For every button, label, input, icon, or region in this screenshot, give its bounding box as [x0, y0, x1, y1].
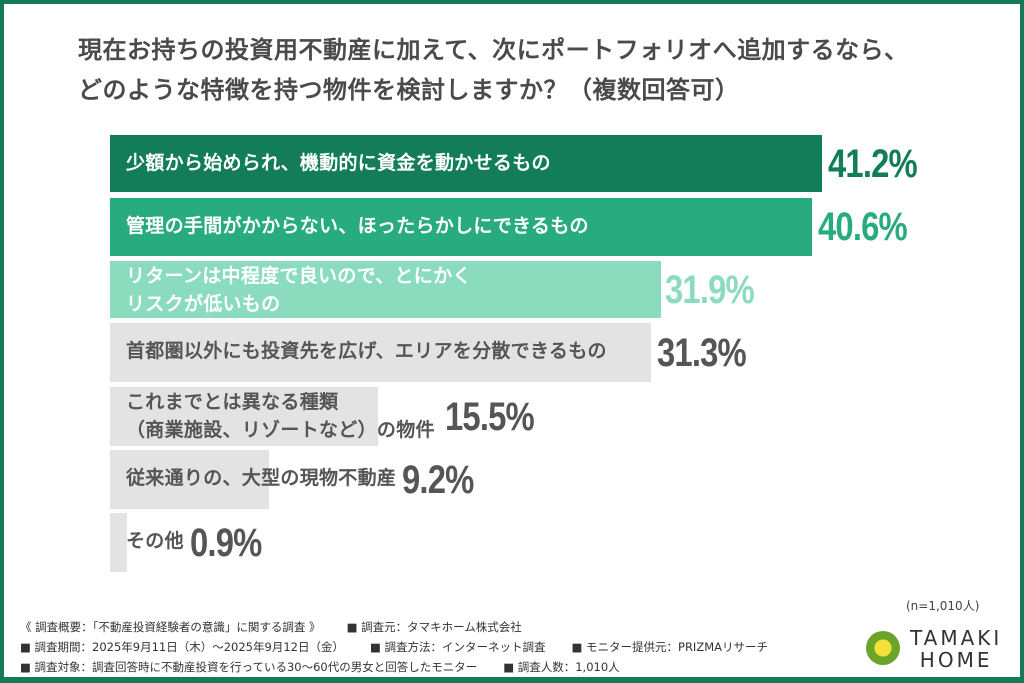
bar-value: 9.2%: [402, 457, 474, 502]
survey-source: ■ 調査元：タマキホーム株式会社: [346, 620, 522, 634]
bar-value: 0.9%: [190, 520, 262, 565]
logo-line-1: TAMAKI: [910, 626, 1003, 650]
logo-text: TAMAKI HOME: [910, 627, 1002, 671]
survey-target: ■ 調査対象：調査回答時に不動産投資を行っている30～60代の男女と回答したモニ…: [20, 660, 478, 674]
bar-label: 管理の手間がかからない、ほったらかしにできるもの: [126, 215, 589, 237]
bar-5: [110, 387, 378, 446]
monitor-provider: ■ モニター提供元：PRIZMAリサーチ: [571, 640, 768, 654]
house-emblem-icon: [866, 631, 900, 665]
bar-7: [110, 513, 127, 572]
bar-label: 首都圏以外にも投資先を広げ、エリアを分散できるもの: [126, 340, 607, 362]
footer-row-2: ■ 調査期間：2025年9月11日（木）～2025年9月12日（金） ■ 調査方法…: [20, 637, 794, 657]
survey-period: ■ 調査期間：2025年9月11日（木）～2025年9月12日（金）: [20, 640, 344, 654]
sample-size-note: (n=1,010人): [906, 599, 980, 613]
bar-6: [110, 450, 269, 509]
bar-label: 従来通りの、大型の現物不動産: [126, 467, 397, 489]
bar-4: [110, 323, 651, 382]
survey-footer: 《 調査概要：「不動産投資経験者の意識」に関する調査 》 ■ 調査元：タマキホーム…: [20, 617, 794, 677]
survey-method: ■ 調査方法：インターネット調査: [369, 640, 546, 654]
bar-label: リターンは中程度で良いので、とにかく リスクが低いもの: [126, 265, 472, 315]
logo-line-2: HOME: [919, 648, 993, 672]
tamaki-home-logo: TAMAKI HOME: [866, 625, 999, 673]
footer-row-3: ■ 調査対象：調査回答時に不動産投資を行っている30～60代の男女と回答したモニ…: [20, 657, 794, 677]
bar-value: 15.5%: [445, 394, 535, 439]
bar-label: これまでとは異なる種類 （商業施設、リゾートなど）の物件: [126, 391, 435, 441]
survey-overview: 《 調査概要：「不動産投資経験者の意識」に関する調査 》: [20, 620, 321, 634]
bar-value: 31.9%: [665, 267, 755, 312]
bar-2: [110, 198, 812, 256]
bar-label: その他: [126, 530, 184, 552]
survey-count: ■ 調査人数：1,010人: [503, 660, 620, 674]
bar-label: 少額から始められ、機動的に資金を動かせるもの: [126, 152, 551, 174]
footer-row-1: 《 調査概要：「不動産投資経験者の意識」に関する調査 》 ■ 調査元：タマキホーム…: [20, 617, 794, 637]
chart-title: 現在お持ちの投資用不動産に加えて、次にポートフォリオへ追加するなら、 どのような…: [78, 30, 978, 110]
title-line-2: どのような特徴を持つ物件を検討しますか？（複数回答可）: [78, 76, 740, 104]
bar-3: [110, 261, 661, 318]
bar-1: [110, 135, 822, 192]
bar-value: 41.2%: [828, 141, 918, 186]
title-line-1: 現在お持ちの投資用不動産に加えて、次にポートフォリオへ追加するなら、: [78, 36, 909, 64]
bar-value: 31.3%: [657, 330, 747, 375]
bar-value: 40.6%: [818, 205, 908, 249]
